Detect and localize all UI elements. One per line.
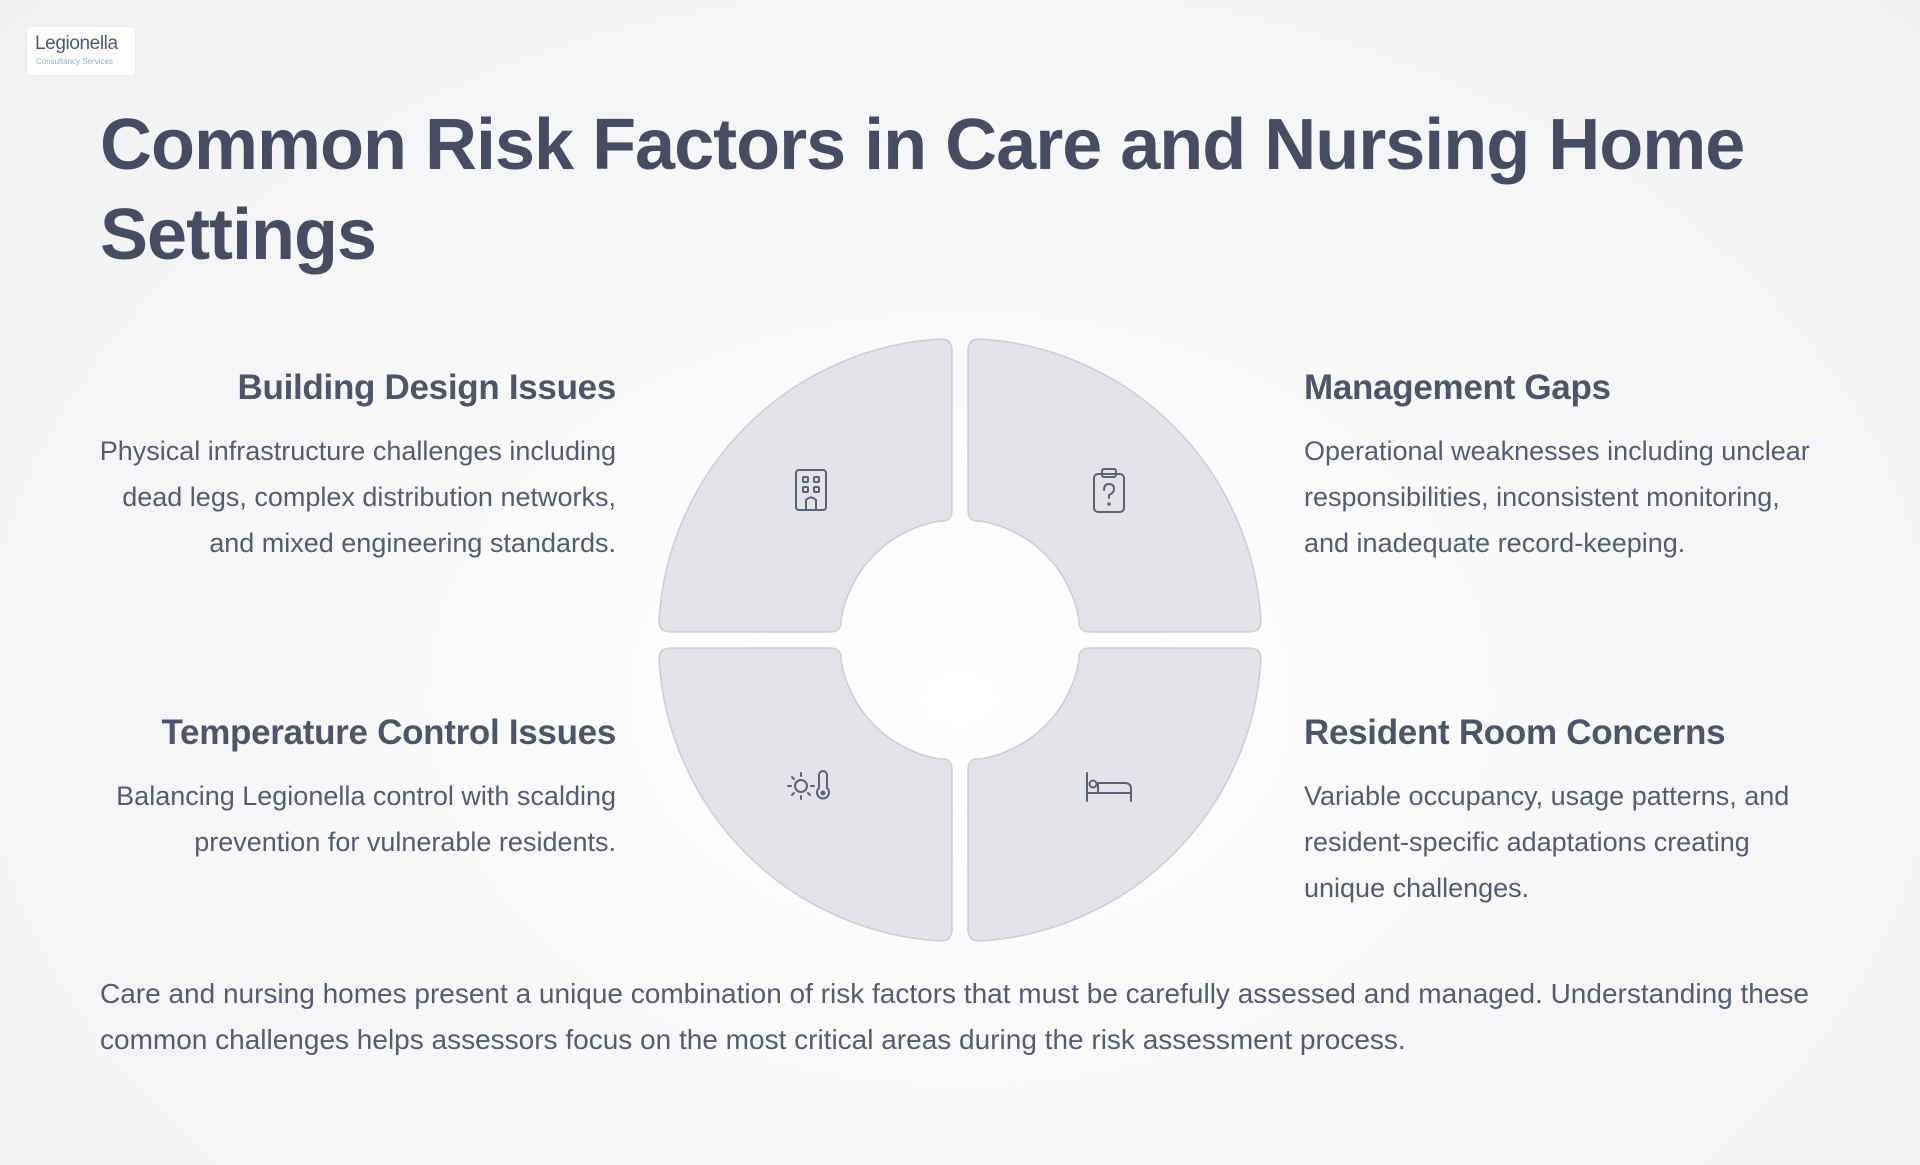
footer-description: Care and nursing homes present a unique … bbox=[100, 978, 1809, 1055]
building-design-text: Physical infrastructure challenges inclu… bbox=[99, 436, 616, 558]
risk-factor-wheel bbox=[658, 338, 1262, 942]
bed-icon bbox=[1086, 772, 1132, 802]
logo-tagline: Consultancy Services bbox=[36, 57, 113, 66]
segment-top-left bbox=[658, 338, 953, 633]
clipboard-question-icon bbox=[1093, 468, 1125, 513]
logo: Legionella Consultancy Services bbox=[27, 27, 135, 75]
building-icon bbox=[795, 469, 827, 511]
page-title: Common Risk Factors in Care and Nursing … bbox=[100, 105, 1745, 275]
resident-room-title: Resident Room Concerns bbox=[1304, 713, 1726, 752]
segment-bottom-left bbox=[658, 647, 953, 942]
resident-room-block: Resident Room Concerns Variable occupanc… bbox=[1304, 711, 1824, 911]
temperature-control-block: Temperature Control Issues Balancing Leg… bbox=[96, 711, 616, 865]
management-gaps-text: Operational weaknesses including unclear… bbox=[1304, 436, 1810, 558]
logo-name: Legionella bbox=[35, 33, 118, 54]
building-design-title: Building Design Issues bbox=[237, 368, 617, 407]
management-gaps-title: Management Gaps bbox=[1304, 368, 1611, 407]
management-gaps-block: Management Gaps Operational weaknesses i… bbox=[1304, 366, 1824, 566]
sun-thermometer-icon bbox=[787, 770, 830, 800]
resident-room-text: Variable occupancy, usage patterns, and … bbox=[1304, 781, 1790, 903]
building-design-block: Building Design Issues Physical infrastr… bbox=[96, 366, 617, 566]
segment-bottom-right bbox=[967, 647, 1262, 942]
segment-top-right bbox=[967, 338, 1262, 633]
temperature-control-title: Temperature Control Issues bbox=[161, 713, 617, 752]
temperature-control-text: Balancing Legionella control with scaldi… bbox=[116, 781, 616, 857]
